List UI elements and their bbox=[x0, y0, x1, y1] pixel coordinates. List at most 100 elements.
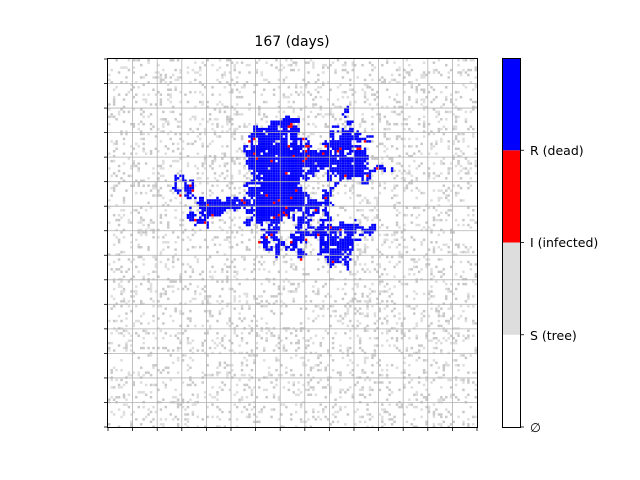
cell-dead bbox=[299, 241, 303, 244]
cell-tree bbox=[319, 361, 323, 365]
cell-tree bbox=[211, 167, 214, 170]
cell-tree bbox=[216, 125, 219, 128]
cell-dead bbox=[312, 159, 315, 163]
cell-tree bbox=[344, 184, 347, 187]
cell-tree bbox=[390, 309, 394, 313]
cell-dead bbox=[245, 145, 249, 148]
cell-tree bbox=[233, 194, 236, 197]
cell-tree bbox=[115, 118, 118, 121]
cell-tree bbox=[346, 312, 350, 315]
cell-tree bbox=[395, 231, 399, 234]
cell-tree bbox=[130, 167, 133, 170]
cell-tree bbox=[427, 206, 431, 210]
cell-dead bbox=[290, 236, 293, 239]
cell-tree bbox=[472, 209, 475, 212]
cell-tree bbox=[181, 287, 185, 291]
cell-dead bbox=[174, 184, 177, 187]
cell-tree bbox=[467, 305, 470, 308]
cell-dead bbox=[334, 226, 337, 229]
cell-dead bbox=[290, 154, 293, 158]
cell-tree bbox=[149, 373, 153, 377]
cell-tree bbox=[110, 140, 113, 143]
cell-tree bbox=[277, 334, 281, 337]
cell-dead bbox=[277, 135, 281, 138]
cell-dead bbox=[319, 228, 323, 232]
cell-dead bbox=[277, 201, 281, 205]
cell-tree bbox=[144, 98, 148, 101]
cell-infected bbox=[203, 221, 207, 224]
cell-tree bbox=[201, 142, 204, 146]
cell-dead bbox=[221, 201, 224, 205]
cell-dead bbox=[322, 236, 325, 239]
cell-tree bbox=[346, 302, 350, 305]
cell-tree bbox=[388, 287, 391, 291]
cell-tree bbox=[189, 356, 192, 360]
cell-dead bbox=[260, 189, 263, 192]
cell-tree bbox=[135, 265, 138, 269]
cell-dead bbox=[199, 199, 202, 202]
cell-tree bbox=[344, 305, 347, 308]
cell-tree bbox=[243, 194, 246, 197]
cell-tree bbox=[208, 327, 212, 330]
cell-dead bbox=[292, 167, 295, 170]
cell-tree bbox=[287, 236, 291, 239]
cell-tree bbox=[201, 118, 204, 121]
cell-tree bbox=[422, 73, 426, 77]
cell-dead bbox=[349, 147, 352, 151]
cell-tree bbox=[385, 61, 389, 64]
cell-dead bbox=[344, 159, 347, 163]
cell-tree bbox=[317, 218, 320, 222]
cell-dead bbox=[282, 189, 286, 192]
cell-tree bbox=[368, 61, 372, 64]
cell-dead bbox=[270, 137, 273, 141]
cell-tree bbox=[405, 184, 409, 187]
cell-dead bbox=[304, 177, 308, 180]
cell-tree bbox=[307, 122, 310, 126]
cell-tree bbox=[211, 396, 214, 399]
cell-tree bbox=[474, 275, 477, 278]
cell-dead bbox=[366, 231, 369, 234]
cell-tree bbox=[221, 339, 224, 342]
cell-tree bbox=[358, 253, 362, 256]
cell-dead bbox=[302, 213, 305, 217]
cell-tree bbox=[410, 378, 414, 382]
cell-infected bbox=[270, 159, 273, 163]
cell-tree bbox=[413, 258, 416, 261]
cell-tree bbox=[472, 322, 475, 325]
cell-dead bbox=[272, 169, 276, 173]
cell-dead bbox=[302, 174, 305, 178]
cell-tree bbox=[253, 354, 256, 357]
cell-tree bbox=[282, 302, 286, 305]
cell-tree bbox=[469, 81, 473, 84]
cell-tree bbox=[171, 73, 175, 77]
cell-dead bbox=[272, 120, 276, 123]
cell-tree bbox=[167, 258, 170, 261]
cell-dead bbox=[191, 186, 195, 190]
cell-tree bbox=[125, 189, 128, 192]
cell-tree bbox=[361, 371, 364, 374]
cell-tree bbox=[440, 137, 443, 141]
cell-tree bbox=[403, 122, 406, 126]
cell-tree bbox=[312, 186, 315, 190]
cell-dead bbox=[272, 191, 276, 195]
cell-tree bbox=[167, 83, 170, 87]
cell-tree bbox=[189, 378, 192, 382]
cell-tree bbox=[250, 228, 254, 232]
cell-dead bbox=[275, 125, 278, 128]
cell-tree bbox=[363, 120, 367, 123]
cell-dead bbox=[282, 137, 286, 141]
cell-tree bbox=[120, 290, 123, 293]
cell-tree bbox=[203, 157, 207, 160]
cell-dead bbox=[282, 150, 286, 153]
cell-dead bbox=[344, 164, 347, 168]
cell-tree bbox=[228, 287, 231, 291]
cell-tree bbox=[447, 245, 450, 249]
cell-tree bbox=[240, 150, 244, 153]
cell-tree bbox=[171, 159, 175, 163]
cell-tree bbox=[383, 81, 386, 84]
cell-tree bbox=[398, 73, 401, 77]
cell-dead bbox=[302, 150, 305, 153]
cell-tree bbox=[341, 68, 345, 72]
cell-tree bbox=[425, 359, 428, 362]
cell-tree bbox=[115, 204, 118, 207]
